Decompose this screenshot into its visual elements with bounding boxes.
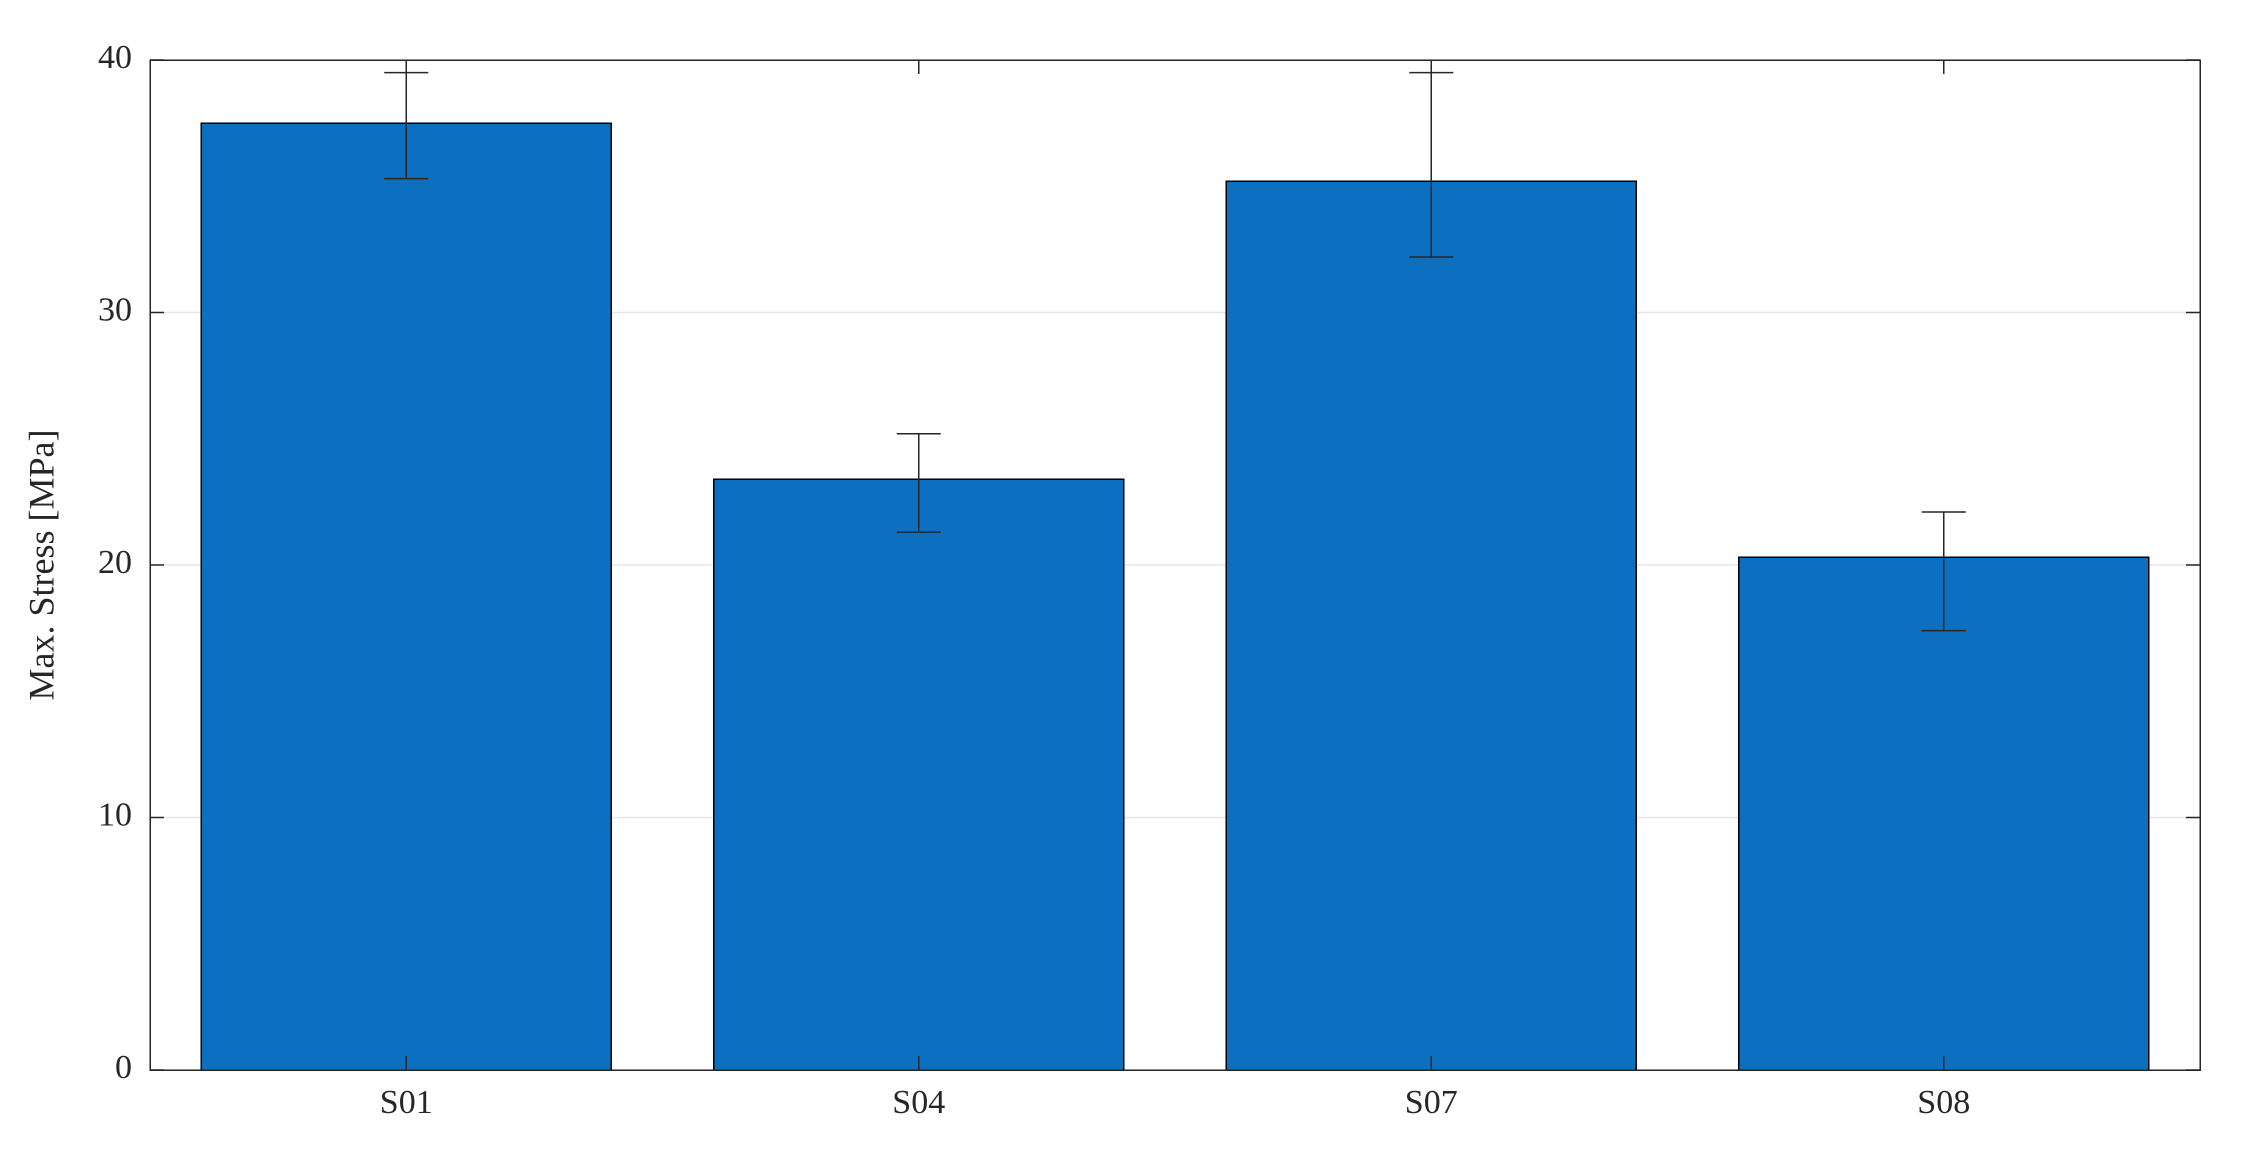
chart-svg: 0 10 20 30 40 S01 S04 S07 S08 Max. Stress [MPa] <box>0 0 2252 1173</box>
y-axis-label: Max. Stress [MPa] <box>21 430 61 701</box>
bar <box>1739 557 2149 1070</box>
bar <box>201 123 611 1070</box>
y-tick-label: 40 <box>98 39 132 76</box>
y-tick-label: 20 <box>98 544 132 581</box>
stress-bar-chart: 0 10 20 30 40 S01 S04 S07 S08 Max. Stress [MPa] <box>0 0 2252 1173</box>
x-tick-label: S08 <box>1917 1084 1970 1121</box>
bar <box>1226 181 1636 1070</box>
bar <box>714 479 1124 1070</box>
y-tick-label: 30 <box>98 291 132 328</box>
y-tick-label: 0 <box>115 1049 132 1086</box>
x-tick-label: S04 <box>892 1084 945 1121</box>
x-tick-label: S07 <box>1405 1084 1458 1121</box>
y-tick-label: 10 <box>98 796 132 833</box>
x-tick-label: S01 <box>380 1084 433 1121</box>
